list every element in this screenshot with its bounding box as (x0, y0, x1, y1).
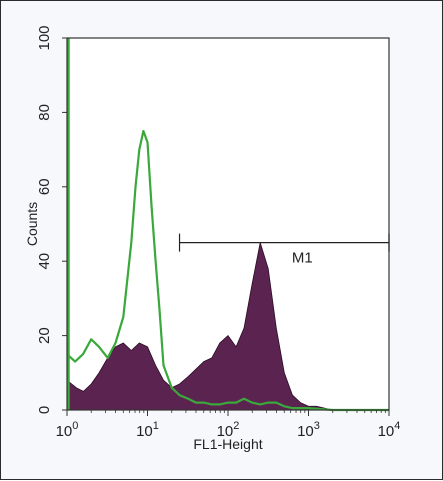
x-tick-label-0: 100 (56, 420, 79, 440)
y-tick-label-5: 100 (36, 25, 53, 50)
axis-layer: 0 20 40 60 80 100 100 101 102 103 104 (36, 25, 400, 440)
y-tick-label-4: 80 (36, 104, 53, 121)
x-axis-title: FL1-Height (193, 436, 262, 452)
y-tick-label-1: 20 (36, 327, 53, 344)
series-layer (66, 38, 389, 412)
x-tick-label-4: 104 (378, 420, 401, 440)
y-tick-label-3: 60 (36, 178, 53, 195)
y-axis-title: Counts (24, 202, 40, 246)
x-tick-label-3: 103 (297, 420, 320, 440)
gate-label-0: M1 (292, 250, 313, 267)
x-tick-label-2: 102 (217, 420, 240, 440)
y-tick-label-0: 0 (36, 406, 53, 414)
y-tick-label-2: 40 (36, 253, 53, 270)
x-tick-label-1: 101 (136, 420, 159, 440)
marker-layer: M1 (178, 233, 390, 267)
series-1-line (66, 129, 389, 412)
